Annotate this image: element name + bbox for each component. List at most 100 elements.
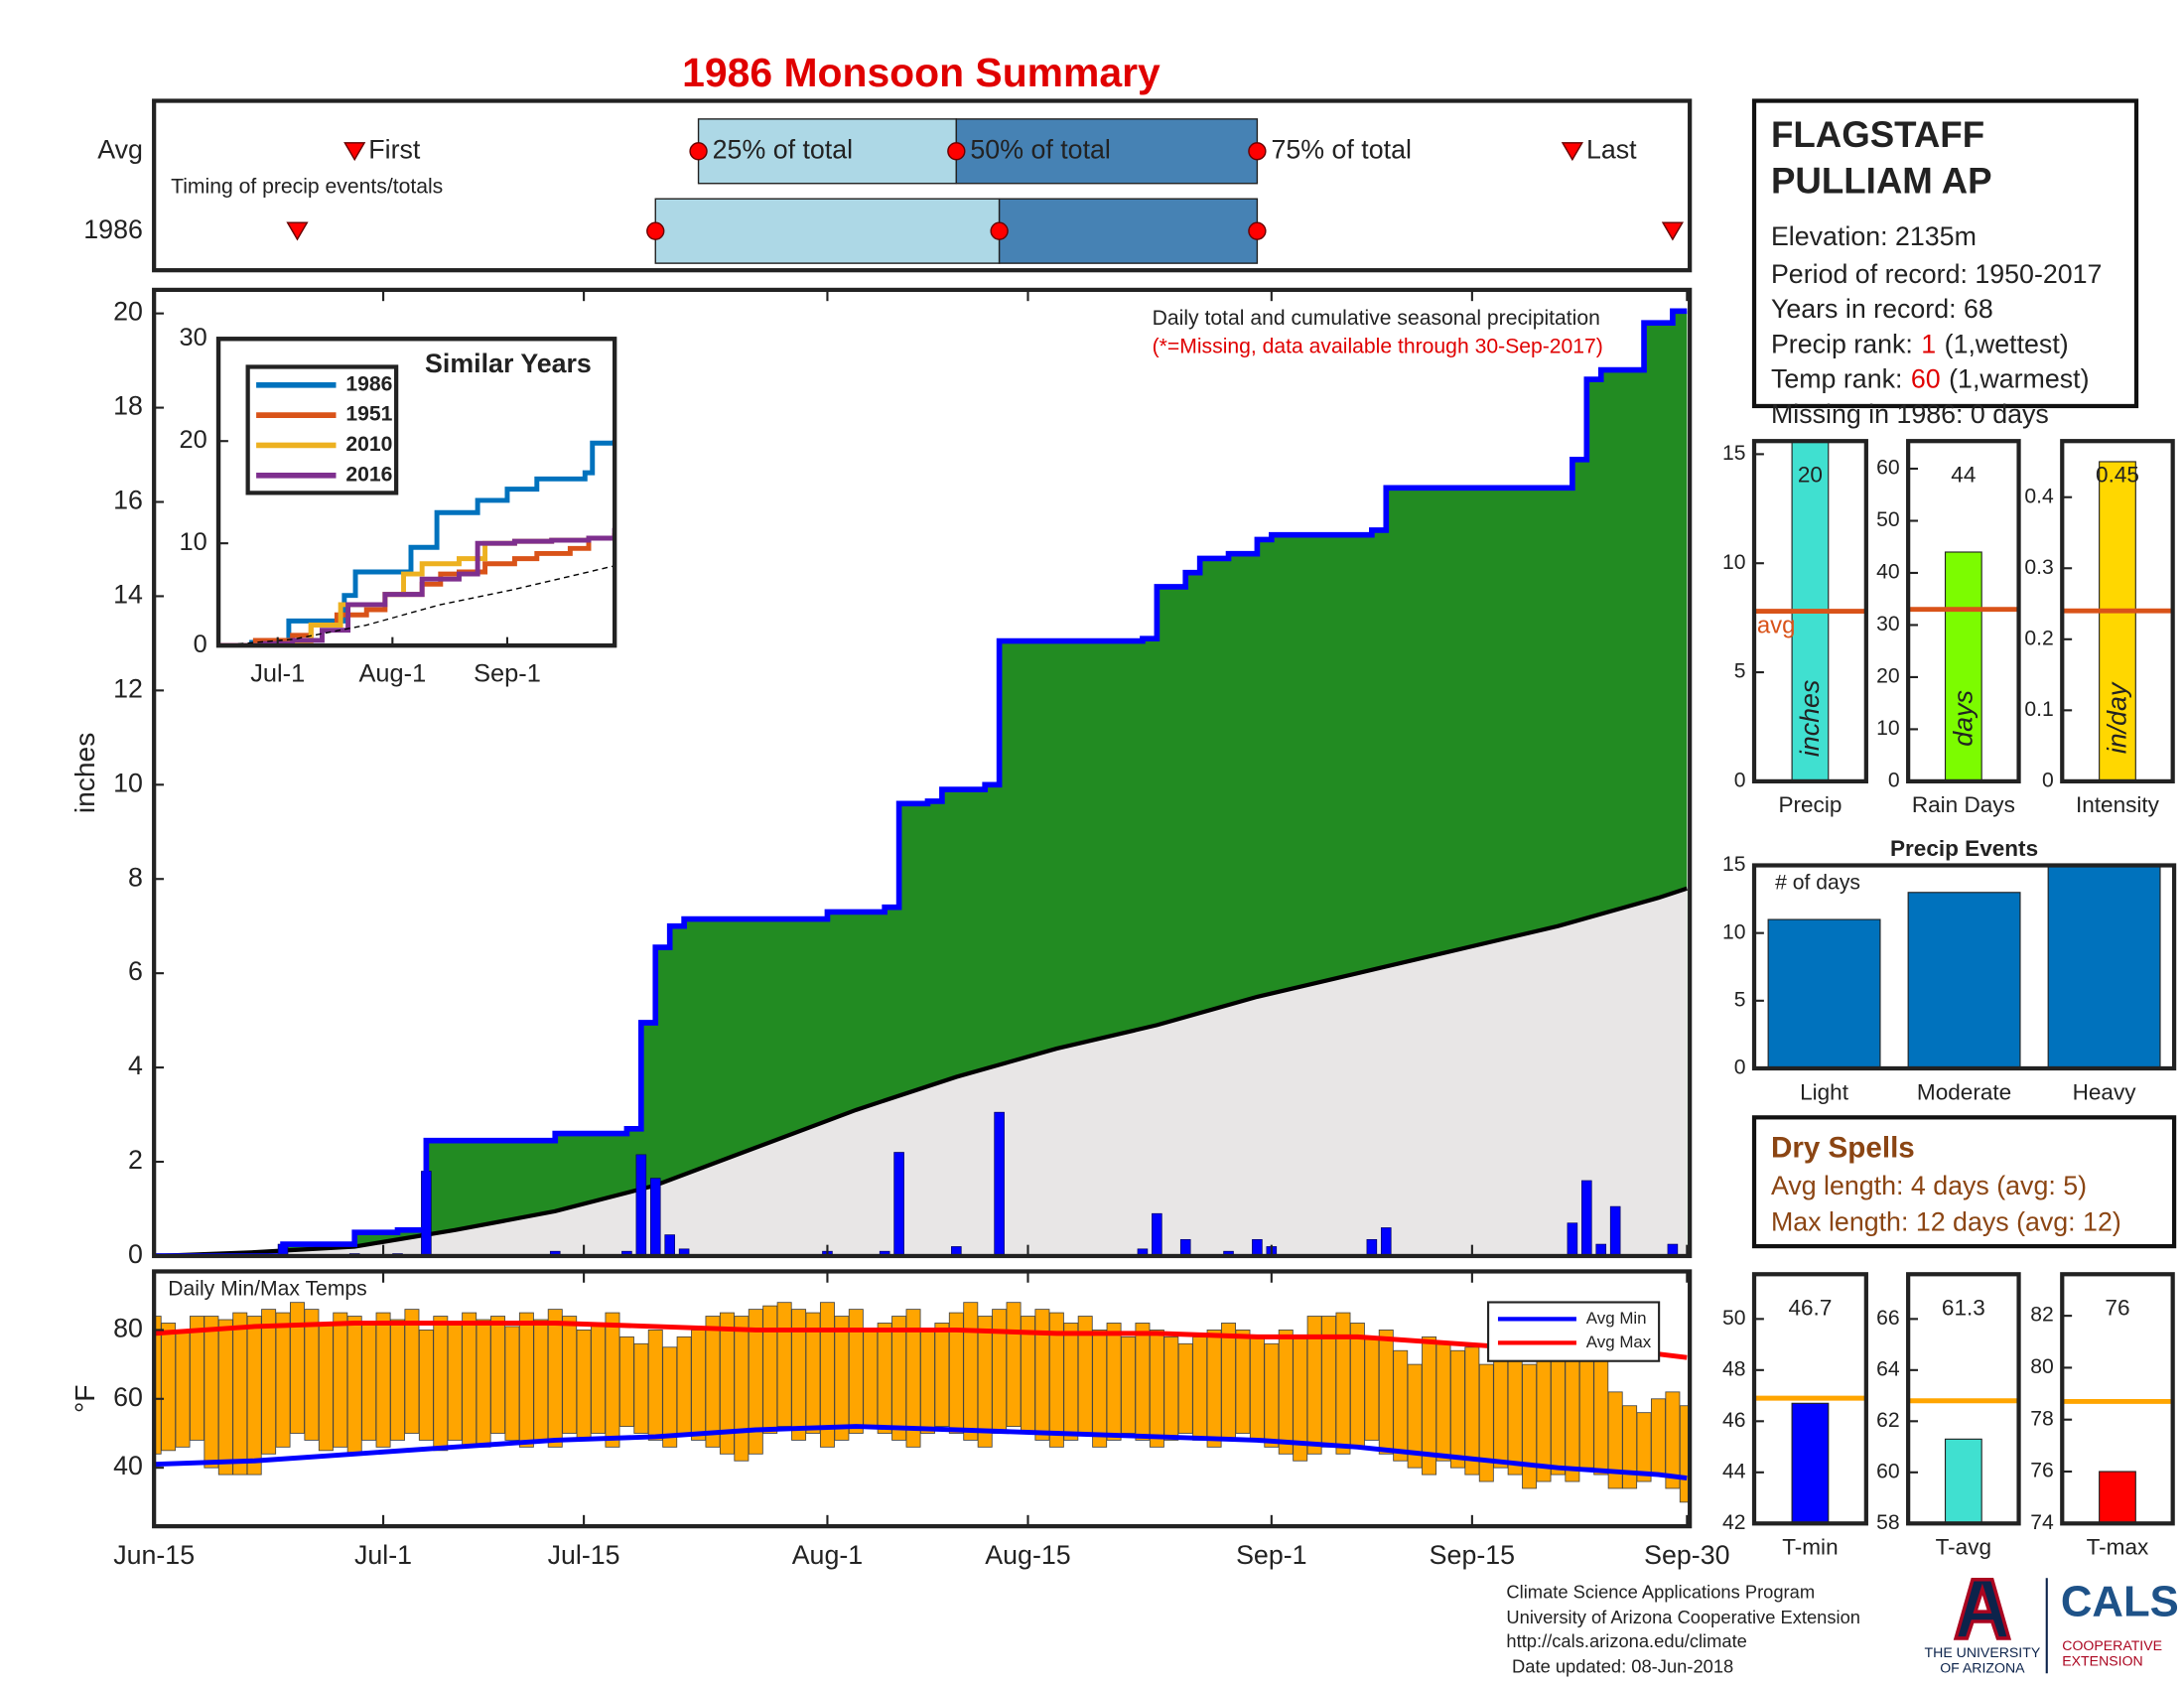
- marker-label: First: [368, 134, 421, 164]
- y-tick-label: 20: [180, 426, 207, 454]
- temp-bar: [1493, 1356, 1509, 1469]
- legend-box: [1487, 1301, 1661, 1362]
- y-tick-label: 62: [1876, 1409, 1900, 1432]
- y-tick-label: 60: [1876, 1460, 1900, 1482]
- temp-bar: [1650, 1398, 1666, 1476]
- x-tick-label: Sep-15: [1430, 1540, 1515, 1570]
- dry-spells-line: Max length: 12 days (avg: 12): [1771, 1207, 2121, 1237]
- y-axis-label: inches: [68, 733, 100, 813]
- temp-bar: [1478, 1363, 1494, 1482]
- temp-bar: [290, 1302, 305, 1434]
- plot-frame: [1751, 863, 2177, 1071]
- temp-bar: [576, 1330, 592, 1441]
- temp-bar: [189, 1316, 205, 1441]
- box-late: [998, 198, 1259, 264]
- plot-frame: [1906, 439, 2021, 784]
- temp-bar: [1135, 1323, 1151, 1441]
- footer-line: http://cals.arizona.edu/climate: [1506, 1630, 1746, 1651]
- footer-line: University of Arizona Cooperative Extens…: [1506, 1607, 1860, 1627]
- station-name: FLAGSTAFF: [1771, 114, 1984, 155]
- y-tick-label: 80: [2030, 1355, 2054, 1378]
- y-tick-label: 20: [113, 297, 143, 327]
- daily-bar: [1366, 1238, 1378, 1257]
- temp-bar: [204, 1316, 219, 1469]
- value-label: 44: [1951, 462, 1976, 487]
- x-tick-label: Jul-1: [354, 1540, 412, 1570]
- y-tick-label: 44: [1722, 1460, 1746, 1482]
- rank-label: Precip rank:: [1771, 329, 1913, 358]
- x-tick-label: Jun-15: [113, 1540, 195, 1570]
- temp-bar: [1034, 1309, 1050, 1441]
- event-marker: [1561, 142, 1583, 162]
- y-tick-label: 0.2: [2024, 627, 2053, 649]
- rank-note: (1,wettest): [1945, 329, 2069, 358]
- y-tick-label: 4: [128, 1051, 143, 1080]
- temp-bar: [863, 1330, 879, 1427]
- y-tick-label: 40: [1876, 561, 1900, 584]
- daily-bar: [1581, 1180, 1592, 1257]
- ua-logo: [1953, 1577, 2012, 1640]
- temp-bar: [734, 1316, 750, 1462]
- temp-bar: [232, 1312, 248, 1476]
- y-tick-label: 18: [113, 391, 143, 421]
- category-label: Light: [1800, 1079, 1849, 1104]
- station-line: Missing in 1986: 0 days: [1771, 399, 2049, 429]
- precip-rank: Precip rank: 1 (1,wettest): [1771, 329, 2069, 358]
- daily-bar: [893, 1152, 904, 1257]
- y-tick-label: 60: [113, 1382, 143, 1412]
- y-tick-label: 0: [128, 1239, 143, 1269]
- temp-bar: [1378, 1330, 1394, 1455]
- temp-bar: [1464, 1346, 1480, 1476]
- rank-note: (1,warmest): [1949, 364, 2089, 394]
- station-line: Elevation: 2135m: [1771, 221, 1977, 251]
- temp-bar: [1449, 1349, 1465, 1469]
- temp-bar: [1335, 1312, 1351, 1455]
- temp-bar: [261, 1309, 277, 1455]
- temp-bar: [762, 1305, 778, 1434]
- bar: [1907, 892, 2021, 1068]
- y-tick-label: 58: [1876, 1511, 1900, 1534]
- y-tick-label: 50: [1722, 1307, 1746, 1330]
- y-tick-label: 16: [113, 486, 143, 515]
- daily-bar: [1179, 1238, 1191, 1257]
- temp-bar: [1593, 1356, 1609, 1476]
- temp-bar: [963, 1302, 979, 1441]
- avg-label: avg: [1757, 612, 1796, 638]
- temp-bar: [891, 1316, 907, 1441]
- marker-label: Last: [1586, 134, 1637, 164]
- temp-bar: [375, 1312, 391, 1448]
- temp-bar: [1163, 1336, 1179, 1441]
- y-tick-label: 0: [194, 631, 207, 658]
- temp-bar: [418, 1330, 434, 1441]
- value-label: 76: [2105, 1295, 2129, 1320]
- timeline-note: Timing of precip events/totals: [171, 176, 443, 199]
- temp-bar: [977, 1316, 993, 1448]
- temp-bar: [633, 1342, 649, 1434]
- x-tick-label: Sep-1: [474, 659, 541, 687]
- daily-bar: [1609, 1205, 1621, 1257]
- y-tick-label: 5: [1734, 988, 1746, 1011]
- temp-bar: [217, 1319, 233, 1476]
- temp-bar: [1006, 1302, 1022, 1427]
- bar: [1944, 551, 1982, 781]
- ua-logo-text: THE UNIVERSITY: [1925, 1644, 2041, 1660]
- y-tick-label: 82: [2030, 1304, 2054, 1327]
- temp-bar: [533, 1319, 549, 1441]
- annotation: # of days: [1775, 871, 1860, 894]
- series-line: [218, 440, 615, 646]
- x-tick-label: Sep-30: [1644, 1540, 1729, 1570]
- temp-bar: [390, 1319, 405, 1441]
- temp-bar: [591, 1323, 607, 1434]
- plot-frame: [1751, 439, 1868, 784]
- marker-label: 25% of total: [713, 134, 853, 164]
- dry-spells-line: Avg length: 4 days (avg: 5): [1771, 1171, 2087, 1200]
- category-label: Intensity: [2076, 792, 2160, 817]
- temp-bar: [662, 1346, 678, 1448]
- temp-bar: [318, 1323, 334, 1452]
- temp-bar: [246, 1316, 262, 1476]
- y-tick-label: 10: [1722, 551, 1746, 574]
- temp-bar: [1507, 1349, 1523, 1476]
- category-label: T-avg: [1936, 1535, 1991, 1560]
- temp-bar: [705, 1316, 721, 1448]
